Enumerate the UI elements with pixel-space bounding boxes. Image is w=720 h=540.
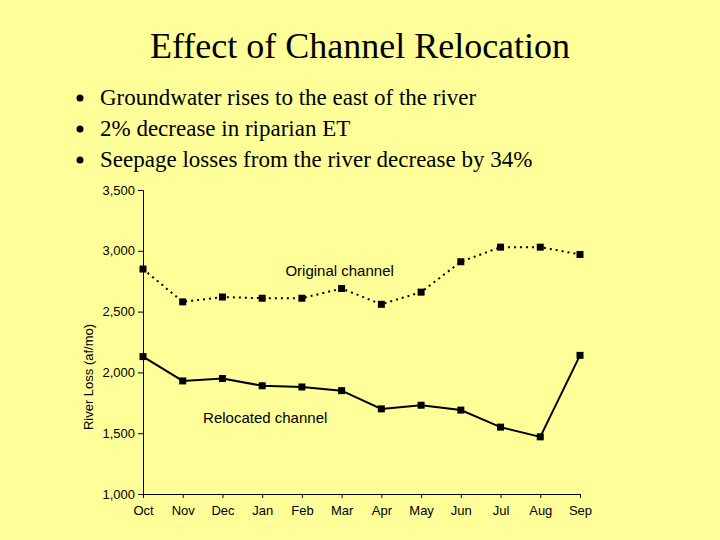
y-axis: 1,000 1,500 2,000 2,500 3,000 3,500 [102,183,143,502]
series-marker [537,433,544,440]
series-marker [259,295,266,302]
x-tick: Feb [291,494,313,518]
series-marker [497,424,504,431]
x-axis-line [144,495,581,499]
x-tick: Mar [331,494,354,518]
x-tick: Oct [133,494,154,518]
x-tick-label: Aug [529,503,552,518]
x-tick-label: Jan [252,503,273,518]
x-tick: Jun [451,494,472,518]
x-tick-mark [540,494,541,498]
x-tick-label: Nov [172,503,196,518]
title: Effect of Channel Relocation [150,26,570,66]
series-marker [378,301,385,308]
x-tick-label: Mar [331,503,354,518]
x-tick: May [409,494,434,518]
y-tick: 1,500 [102,426,143,441]
x-tick-mark [143,494,144,498]
y-tick-label: 3,500 [102,183,135,198]
x-tick: Jan [252,494,273,518]
x-tick-label: Apr [372,503,393,518]
x-tick-label: Dec [211,503,235,518]
x-tick-label: Sep [569,503,592,518]
series-marker [140,353,147,360]
series-label: Relocated channel [203,409,327,426]
y-tick-mark [138,312,143,313]
x-tick-label: Oct [133,503,154,518]
y-tick-label: 2,000 [102,365,135,380]
series-marker [338,387,345,394]
x-tick-mark [381,494,382,498]
x-tick-mark [461,494,462,498]
x-tick-label: Feb [291,503,313,518]
y-tick: 1,000 [102,487,143,502]
plot-area [140,244,584,441]
x-tick-mark [342,494,343,498]
y-tick-mark [138,372,143,373]
y-tick-mark [138,494,143,495]
series-label: Original channel [285,262,393,279]
bullet-text: 2% decrease in riparian ET [100,116,350,141]
y-tick-label: 2,500 [102,304,135,319]
x-tick: Nov [172,494,196,518]
series-marker [537,244,544,251]
bullet-dot [77,126,84,133]
series-marker [298,383,305,390]
bullet-dot [77,157,84,164]
y-tick-label: 3,000 [102,243,135,258]
y-tick: 3,500 [102,183,143,198]
y-tick: 2,000 [102,365,143,380]
x-tick: Aug [529,494,552,518]
x-tick: Sep [569,494,592,518]
x-tick-mark [501,494,502,498]
y-axis-title: River Loss (af/mo) [81,324,96,430]
bullet-text: Groundwater rises to the east of the riv… [100,85,477,110]
y-tick: 3,000 [102,243,143,258]
y-axis-line [138,191,144,495]
x-tick-label: Jul [493,503,510,518]
x-tick-mark [302,494,303,498]
slide: Effect of Channel Relocation Groundwater … [0,0,720,540]
x-tick: Jul [493,494,510,518]
x-axis: Oct Nov Dec Jan Feb Mar Apr May Jun Jul Aug Sep [133,494,592,518]
bullet-text: Seepage losses from the river decrease b… [100,147,532,172]
series-marker [179,377,186,384]
background [0,0,720,540]
y-tick-mark [138,190,143,191]
series-line [143,247,580,304]
x-tick-label: May [409,503,434,518]
series-marker [179,298,186,305]
x-tick: Apr [372,494,393,518]
series-marker [418,289,425,296]
x-tick-mark [222,494,223,498]
y-tick-label: 1,000 [102,487,135,502]
x-tick-mark [183,494,184,498]
series-marker [378,405,385,412]
series-marker [140,266,147,273]
series-marker [457,407,464,414]
y-tick: 2,500 [102,304,143,319]
series-marker [577,352,584,359]
y-tick-mark [138,251,143,252]
x-tick-mark [262,494,263,498]
series-line [143,355,580,436]
x-tick-mark [421,494,422,498]
series-marker [577,251,584,258]
y-tick-mark [138,433,143,434]
x-tick-mark [580,494,581,498]
series-marker [298,295,305,302]
bullet-dot [77,95,84,102]
series-marker [219,375,226,382]
series-marker [457,258,464,265]
y-tick-label: 1,500 [102,426,135,441]
series-marker [497,244,504,251]
x-tick: Dec [211,494,235,518]
x-tick-label: Jun [451,503,472,518]
series-marker [259,382,266,389]
series-marker [338,285,345,292]
series-marker [418,402,425,409]
series-marker [219,294,226,301]
